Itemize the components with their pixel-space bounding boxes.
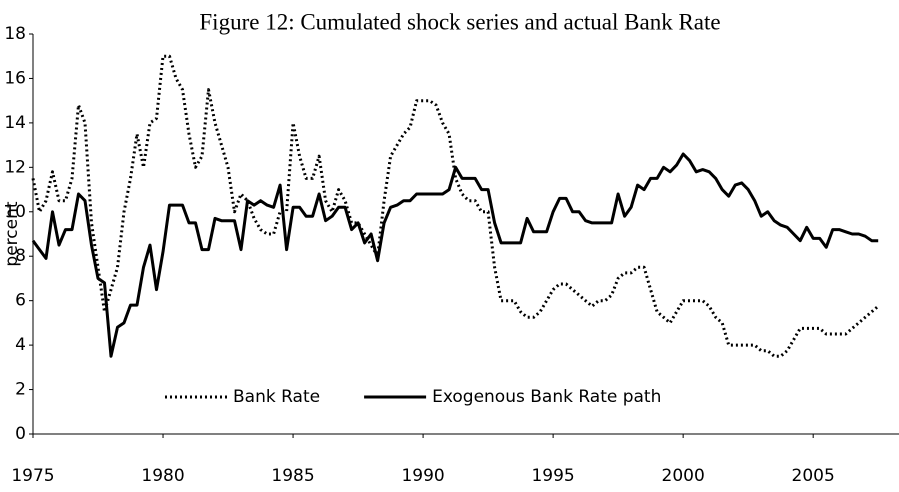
legend-label: Bank Rate <box>233 387 320 407</box>
chart-title: Figure 12: Cumulated shock series and ac… <box>199 9 720 34</box>
legend-label: Exogenous Bank Rate path <box>432 387 661 407</box>
y-tick-label: 10 <box>4 202 26 222</box>
line-series <box>31 152 879 358</box>
y-tick-label: 8 <box>15 246 26 266</box>
y-tick-label: 4 <box>15 335 26 355</box>
y-tick-label: 16 <box>4 68 26 88</box>
x-tick-label: 1980 <box>141 466 184 486</box>
y-tick-label: 0 <box>15 424 26 444</box>
x-tick-label: 1975 <box>11 466 54 486</box>
x-tick-label: 2000 <box>662 466 705 486</box>
y-tick-label: 2 <box>15 380 26 400</box>
x-tick-label: 1990 <box>401 466 444 486</box>
y-tick-label: 18 <box>4 24 26 44</box>
x-tick-label: 1995 <box>531 466 574 486</box>
x-tick-label: 2005 <box>792 466 835 486</box>
y-tick-label: 14 <box>4 113 26 133</box>
y-tick-label: 6 <box>15 291 26 311</box>
line-series <box>31 54 880 358</box>
x-tick-label: 1985 <box>271 466 314 486</box>
y-axis-label: percent <box>2 201 22 266</box>
y-tick-label: 12 <box>4 157 26 177</box>
